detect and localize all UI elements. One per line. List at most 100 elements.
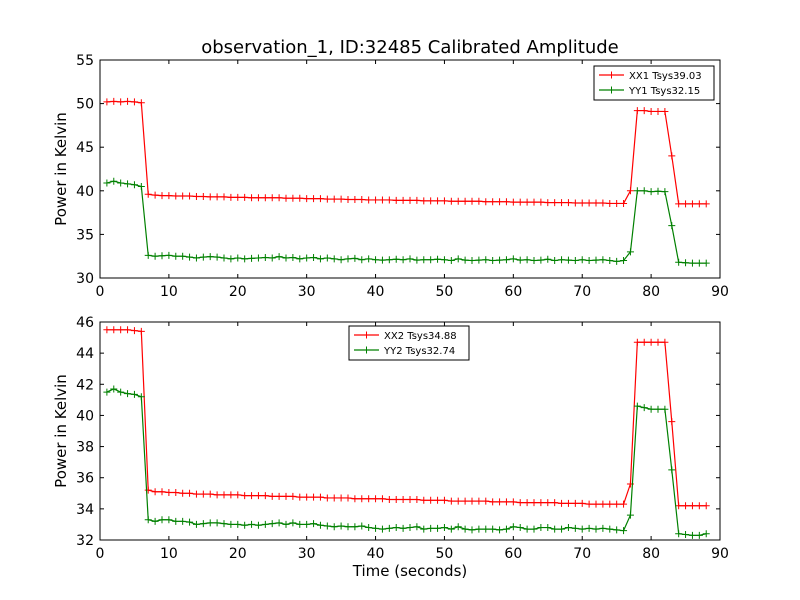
data-point (633, 338, 641, 346)
data-point (571, 199, 579, 207)
x-tick-label: 40 (367, 546, 385, 562)
data-point (668, 466, 676, 474)
data-point (509, 255, 517, 263)
data-point (606, 500, 614, 508)
data-point (558, 199, 566, 207)
data-point (275, 519, 283, 527)
data-point (420, 256, 428, 264)
data-point (296, 255, 304, 263)
data-point (289, 254, 297, 262)
legend-marker (608, 71, 615, 79)
data-point (241, 521, 249, 529)
data-point (647, 405, 655, 413)
data-point (192, 254, 200, 262)
data-point (675, 502, 683, 510)
data-point (220, 193, 228, 201)
data-point (613, 526, 621, 534)
data-point (509, 523, 517, 531)
data-point (213, 253, 221, 261)
plot-top: 0 10 20 30 40 50 60 70 80 90 30 35 40 45 50 55 Power in … (52, 53, 729, 300)
series-markers-2 (103, 385, 710, 539)
data-point (289, 492, 297, 500)
data-point (406, 255, 414, 263)
data-point (578, 199, 586, 207)
figure-title: observation_1, ID:32485 Calibrated Ampli… (201, 37, 619, 58)
data-point (461, 525, 469, 533)
data-point (571, 499, 579, 507)
data-point (523, 525, 531, 533)
x-tick-label: 0 (96, 284, 105, 300)
data-point (144, 486, 152, 494)
data-point (606, 199, 614, 207)
data-point (206, 253, 214, 261)
data-point (571, 257, 579, 265)
data-point (564, 256, 572, 264)
data-point (413, 196, 421, 204)
data-point (675, 200, 683, 208)
data-point (206, 519, 214, 527)
data-point (626, 248, 634, 256)
data-point (399, 524, 407, 532)
y-tick-label: 36 (76, 471, 94, 487)
data-point (117, 388, 125, 396)
data-point (502, 198, 510, 206)
data-point (199, 520, 207, 528)
data-point (413, 256, 421, 264)
data-point (130, 390, 138, 398)
y-tick-label: 32 (76, 533, 94, 549)
data-point (316, 255, 324, 263)
data-point (468, 526, 476, 534)
data-point (647, 188, 655, 196)
data-point (440, 256, 448, 264)
data-point (289, 519, 297, 527)
data-point (392, 255, 400, 263)
data-point (434, 496, 442, 504)
data-point (372, 256, 380, 264)
data-point (268, 520, 276, 528)
data-point (296, 194, 304, 202)
data-point (344, 523, 352, 531)
data-point (241, 193, 249, 201)
data-point (344, 255, 352, 263)
data-point (695, 200, 703, 208)
y-tick-label: 46 (76, 315, 94, 331)
data-point (633, 402, 641, 410)
data-point (206, 193, 214, 201)
data-point (661, 188, 669, 196)
data-point (199, 490, 207, 498)
data-point (282, 194, 290, 202)
data-point (144, 190, 152, 198)
data-point (124, 180, 132, 188)
data-point (413, 523, 421, 531)
data-point (489, 198, 497, 206)
data-point (420, 525, 428, 533)
data-point (682, 200, 690, 208)
data-point (316, 493, 324, 501)
data-point (110, 326, 118, 334)
data-point (241, 255, 249, 263)
data-point (434, 524, 442, 532)
data-point (358, 522, 366, 530)
plot-bottom: 0 10 20 30 40 50 60 70 80 90 32 34 36 38 40 42 44 46 Power… (52, 315, 729, 562)
data-point (241, 492, 249, 500)
data-point (661, 338, 669, 346)
data-point (551, 199, 559, 207)
y-tick-label: 38 (76, 440, 94, 456)
data-point (599, 524, 607, 532)
data-point (654, 107, 662, 115)
data-point (316, 521, 324, 529)
data-point (261, 492, 269, 500)
data-point (468, 197, 476, 205)
data-point (372, 524, 380, 532)
data-point (234, 193, 242, 201)
data-point (564, 524, 572, 532)
data-point (613, 199, 621, 207)
data-point (378, 495, 386, 503)
data-point (454, 523, 462, 531)
data-point (213, 491, 221, 499)
data-point (640, 338, 648, 346)
legend-marker (363, 331, 370, 339)
y-tick-label: 44 (76, 346, 94, 362)
x-tick-label: 30 (298, 546, 316, 562)
data-point (461, 256, 469, 264)
